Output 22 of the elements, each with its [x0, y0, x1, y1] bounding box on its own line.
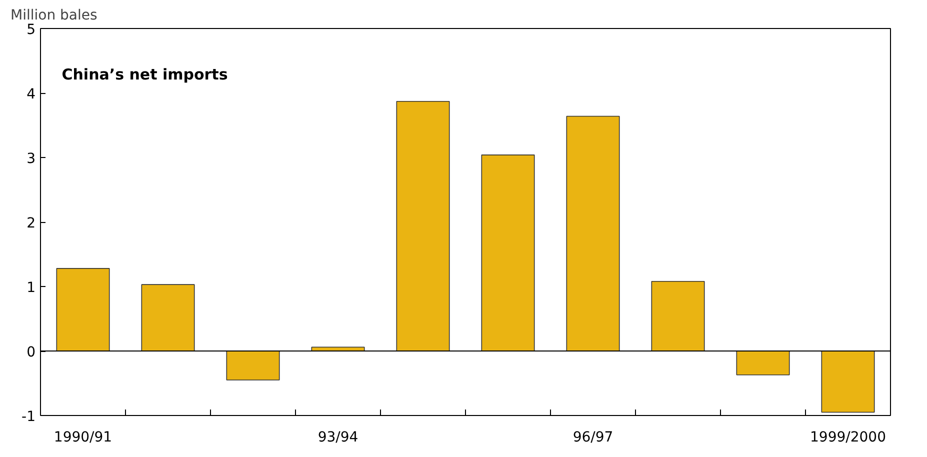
y-tick-label: 1: [26, 280, 36, 296]
x-tick-label: 93/94: [318, 430, 358, 446]
y-tick-label: 2: [26, 216, 36, 232]
x-tick-label: 96/97: [572, 430, 614, 446]
bar: [396, 100, 450, 352]
x-tick-label: 1990/91: [54, 430, 112, 446]
bar: [481, 154, 535, 352]
bar: [141, 284, 195, 352]
y-tick-label: 5: [26, 22, 36, 38]
bar: [736, 350, 790, 376]
bar: [566, 116, 620, 352]
y-axis-title: Million bales: [10, 8, 98, 24]
bar: [651, 280, 705, 352]
y-tick-label: -1: [22, 409, 36, 425]
bar: [821, 350, 875, 413]
y-tick-label: 4: [26, 86, 36, 102]
bar: [226, 350, 280, 380]
y-tick-label: 3: [26, 151, 36, 167]
x-tick-label: 1999/2000: [810, 430, 886, 446]
bar: [56, 268, 110, 352]
y-tick-label: 0: [26, 344, 36, 360]
text: China’s net imports: [62, 66, 228, 84]
